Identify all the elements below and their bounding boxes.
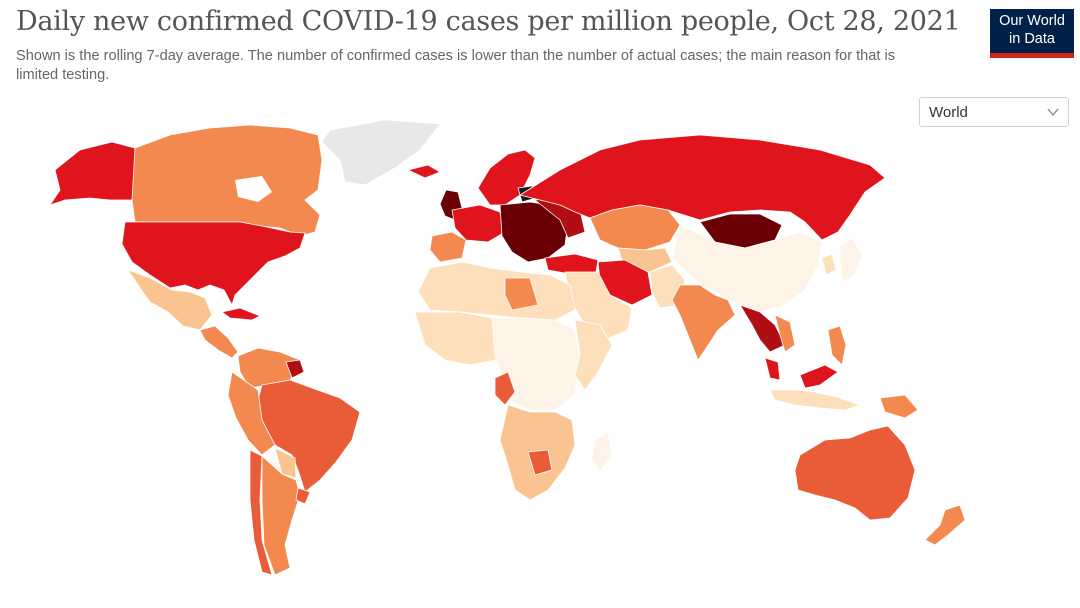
map-region-cuba[interactable] — [221, 307, 261, 321]
map-region-korea[interactable] — [821, 253, 837, 276]
map-region-papua-new-guinea[interactable] — [879, 394, 919, 419]
map-region-iberia[interactable] — [429, 231, 467, 263]
map-region-southeast-asia-mainland[interactable] — [739, 304, 786, 353]
map-region-uruguay[interactable] — [295, 487, 311, 505]
map-region-mexico[interactable] — [127, 269, 213, 331]
map-region-argentina[interactable] — [261, 455, 301, 576]
map-region-philippines[interactable] — [827, 325, 847, 366]
map-region-suriname[interactable] — [285, 359, 305, 379]
map-region-turkey[interactable] — [544, 253, 599, 275]
map-region-malaysia[interactable] — [764, 357, 781, 381]
chart-title: Daily new confirmed COVID-19 cases per m… — [16, 6, 961, 37]
map-region-iceland[interactable] — [407, 164, 441, 179]
map-region-peru-bolivia[interactable] — [227, 371, 276, 456]
map-region-borneo-malaysia[interactable] — [799, 364, 839, 389]
map-region-canada[interactable] — [131, 124, 323, 237]
logo-accent-bar — [990, 53, 1074, 58]
map-region-united-states[interactable] — [121, 221, 306, 306]
chart-subtitle: Shown is the rolling 7-day average. The … — [16, 48, 896, 83]
map-region-gabon-congo[interactable] — [494, 371, 516, 406]
region-select-value: World — [929, 104, 968, 121]
map-region-botswana[interactable] — [527, 449, 553, 476]
map-region-vietnam[interactable] — [774, 314, 796, 353]
map-region-paraguay[interactable] — [274, 447, 297, 479]
map-region-madagascar[interactable] — [591, 431, 613, 473]
map-region-new-zealand[interactable] — [924, 504, 966, 546]
map-region-kazakhstan[interactable] — [589, 204, 681, 251]
logo-line-1: Our World — [999, 13, 1065, 29]
region-select[interactable]: World — [919, 97, 1069, 127]
chevron-down-icon — [1047, 108, 1059, 117]
map-region-china[interactable] — [671, 224, 823, 313]
map-region-east-africa[interactable] — [574, 319, 613, 391]
map-region-alaska[interactable] — [49, 141, 136, 206]
map-region-central-africa[interactable] — [491, 317, 581, 411]
map-region-chile[interactable] — [249, 449, 273, 576]
map-region-greenland[interactable] — [321, 119, 441, 186]
map-region-libya[interactable] — [504, 277, 539, 311]
map-region-australia[interactable] — [794, 425, 916, 521]
map-water-hudson-bay — [235, 176, 272, 202]
map-region-india[interactable] — [671, 284, 736, 361]
map-region-indonesia[interactable] — [769, 389, 861, 411]
logo-line-2: in Data — [1009, 31, 1055, 47]
map-region-japan[interactable] — [839, 237, 863, 283]
map-region-western-europe[interactable] — [451, 204, 506, 243]
owid-logo[interactable]: Our World in Data — [990, 9, 1074, 58]
map-region-central-america[interactable] — [199, 325, 239, 359]
map-region-west-africa[interactable] — [414, 311, 511, 366]
